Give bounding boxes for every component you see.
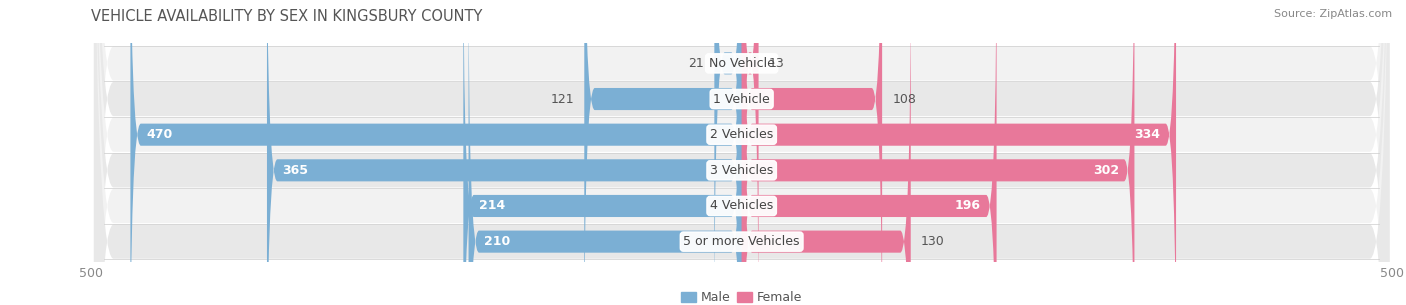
Text: 108: 108 — [893, 92, 917, 106]
FancyBboxPatch shape — [585, 0, 742, 305]
Text: 13: 13 — [769, 57, 785, 70]
Text: VEHICLE AVAILABILITY BY SEX IN KINGSBURY COUNTY: VEHICLE AVAILABILITY BY SEX IN KINGSBURY… — [91, 9, 482, 24]
Text: 130: 130 — [921, 235, 945, 248]
Text: 121: 121 — [550, 92, 574, 106]
FancyBboxPatch shape — [94, 0, 1389, 305]
Text: 334: 334 — [1135, 128, 1160, 141]
FancyBboxPatch shape — [464, 0, 742, 305]
FancyBboxPatch shape — [714, 0, 742, 305]
Text: 5 or more Vehicles: 5 or more Vehicles — [683, 235, 800, 248]
FancyBboxPatch shape — [468, 0, 742, 305]
Text: 210: 210 — [484, 235, 510, 248]
Text: No Vehicle: No Vehicle — [709, 57, 775, 70]
Text: 214: 214 — [479, 199, 505, 213]
Text: 2 Vehicles: 2 Vehicles — [710, 128, 773, 141]
FancyBboxPatch shape — [742, 0, 759, 305]
Text: 196: 196 — [955, 199, 981, 213]
Text: 3 Vehicles: 3 Vehicles — [710, 164, 773, 177]
FancyBboxPatch shape — [94, 0, 1389, 305]
FancyBboxPatch shape — [742, 0, 911, 305]
FancyBboxPatch shape — [94, 0, 1389, 305]
FancyBboxPatch shape — [94, 0, 1389, 305]
FancyBboxPatch shape — [94, 0, 1389, 305]
Text: Source: ZipAtlas.com: Source: ZipAtlas.com — [1274, 9, 1392, 19]
FancyBboxPatch shape — [742, 0, 997, 305]
FancyBboxPatch shape — [267, 0, 742, 305]
FancyBboxPatch shape — [94, 0, 1389, 305]
Text: 21: 21 — [688, 57, 704, 70]
Legend: Male, Female: Male, Female — [681, 291, 803, 304]
FancyBboxPatch shape — [742, 0, 1175, 305]
Text: 4 Vehicles: 4 Vehicles — [710, 199, 773, 213]
FancyBboxPatch shape — [742, 0, 1135, 305]
Text: 470: 470 — [146, 128, 173, 141]
Text: 302: 302 — [1092, 164, 1119, 177]
Text: 1 Vehicle: 1 Vehicle — [713, 92, 770, 106]
Text: 365: 365 — [283, 164, 308, 177]
FancyBboxPatch shape — [742, 0, 882, 305]
FancyBboxPatch shape — [131, 0, 742, 305]
